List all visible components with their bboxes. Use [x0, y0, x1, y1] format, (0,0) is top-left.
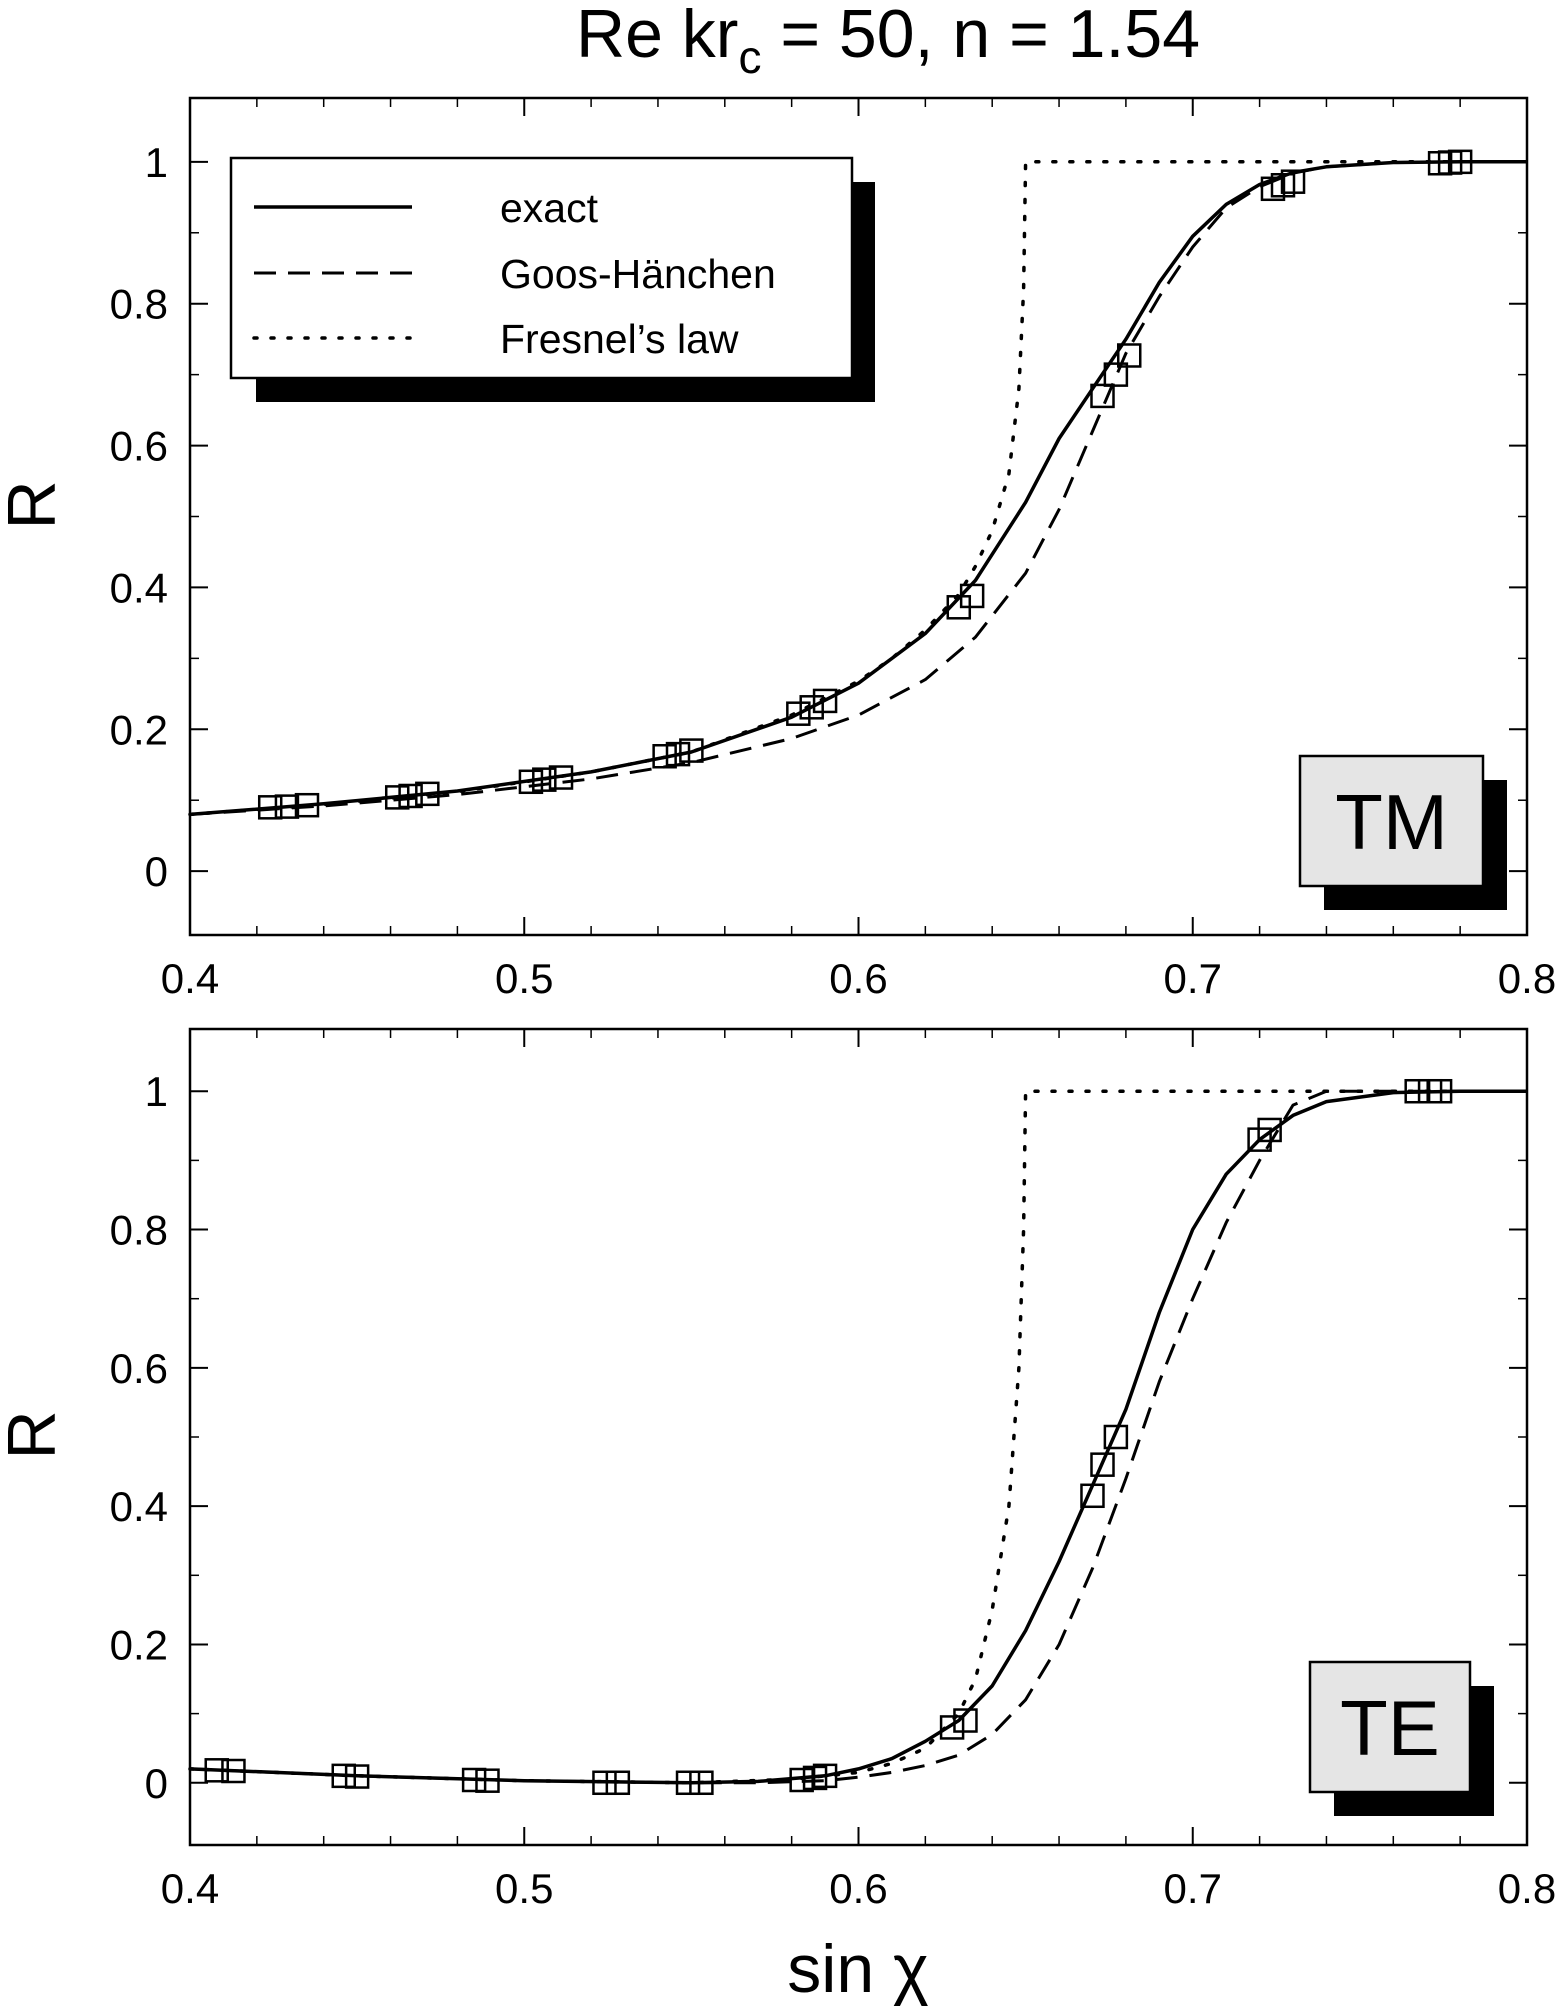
legend-label-goos-hanchen: Goos-Hänchen — [500, 251, 776, 297]
chart-title-main: Re kr — [576, 0, 738, 72]
te-data-marker-14 — [953, 1708, 978, 1733]
te-data-marker-9 — [689, 1770, 714, 1796]
tm-series-fresnel-s-law — [188, 160, 1529, 817]
chart-title-subscript: c — [738, 31, 761, 83]
legend-label-exact: exact — [500, 185, 599, 231]
tm-data-marker-9 — [652, 744, 677, 769]
tm-data-marker-12 — [786, 701, 811, 726]
tm-data-marker-13 — [799, 695, 824, 720]
tm-y-tick-label-4: 0.8 — [110, 281, 168, 328]
tm-data-marker-17 — [1090, 383, 1115, 409]
legend-label-fresnel: Fresnel’s law — [500, 316, 739, 362]
legend: exact Goos-Hänchen Fresnel’s law — [229, 156, 875, 402]
tm-data-marker-19 — [1116, 343, 1142, 368]
y-axis-label-tm: R — [0, 480, 70, 529]
tm-data-marker-14 — [812, 688, 838, 714]
y-axis-label-te: R — [0, 1410, 70, 1459]
tm-data-marker-25 — [1447, 149, 1473, 175]
te-data-marker-6 — [592, 1770, 617, 1796]
te-label-box — [1308, 1660, 1472, 1794]
te-panel-label: TE — [1340, 1684, 1440, 1772]
panel-te: 0.4 0.5 0.6 0.7 0.8 0 0.2 0.4 0.6 0.8 1 TE — [110, 1027, 1556, 1912]
te-y-tick-label-3: 0.6 — [110, 1345, 168, 1392]
te-data-marker-8 — [675, 1770, 701, 1796]
te-data-marker-16 — [1090, 1452, 1115, 1477]
tm-label-box — [1298, 754, 1485, 888]
chart-title-rest: = 50, n = 1.54 — [761, 0, 1200, 72]
tm-data-marker-1 — [274, 794, 300, 819]
te-data-marker-12 — [812, 1763, 838, 1789]
x-axis-label: sin χ — [787, 1931, 929, 2007]
tm-data-marker-2 — [294, 792, 320, 818]
tm-data-marker-16 — [959, 583, 985, 609]
te-x-tick-label-0: 0.4 — [161, 1865, 219, 1912]
chart-title: Re krc = 50, n = 1.54 — [576, 0, 1200, 83]
tm-data-marker-18 — [1103, 362, 1129, 387]
tm-data-marker-3 — [384, 785, 410, 810]
tm-data-marker-7 — [532, 767, 557, 792]
panel-tm: 0.4 0.5 0.6 0.7 0.8 0 0.2 0.4 0.6 0.8 1 TM — [110, 96, 1556, 1002]
tm-data-marker-8 — [548, 765, 574, 790]
te-data-marker-20 — [1404, 1078, 1429, 1104]
te-y-tick-label-1: 0.2 — [110, 1621, 168, 1668]
tm-data-marker-11 — [679, 738, 704, 763]
te-data-marker-7 — [605, 1770, 631, 1796]
tm-x-tick-label-3: 0.7 — [1164, 955, 1222, 1002]
tm-panel-label: TM — [1335, 778, 1448, 866]
te-data-marker-0 — [204, 1758, 229, 1783]
te-series-fresnel-s-law — [188, 1089, 1529, 1785]
tm-x-tick-label-0: 0.4 — [161, 955, 219, 1002]
te-data-marker-10 — [789, 1767, 814, 1793]
tm-y-tick-label-5: 1 — [145, 139, 168, 186]
te-y-tick-label-0: 0 — [145, 1760, 168, 1807]
te-data-marker-3 — [344, 1764, 370, 1789]
te-data-marker-2 — [331, 1763, 357, 1789]
tm-x-tick-label-1: 0.5 — [495, 955, 553, 1002]
te-data-marker-15 — [1080, 1483, 1105, 1509]
tm-data-marker-6 — [518, 769, 544, 795]
tm-data-marker-10 — [665, 741, 691, 767]
legend-box — [229, 156, 854, 380]
te-y-tick-label-4: 0.8 — [110, 1207, 168, 1254]
tm-data-marker-5 — [415, 781, 440, 807]
te-data-marker-1 — [221, 1758, 246, 1784]
tm-data-marker-4 — [398, 783, 423, 809]
te-y-tick-label-2: 0.4 — [110, 1483, 168, 1530]
te-data-marker-4 — [461, 1767, 487, 1793]
te-data-marker-5 — [475, 1768, 500, 1793]
te-x-tick-label-4: 0.8 — [1498, 1865, 1556, 1912]
tm-x-tick-label-2: 0.6 — [829, 955, 887, 1002]
te-data-marker-17 — [1103, 1424, 1129, 1450]
tm-x-tick-label-4: 0.8 — [1498, 955, 1556, 1002]
te-y-tick-label-5: 1 — [145, 1068, 168, 1115]
tm-y-tick-label-1: 0.2 — [110, 706, 168, 753]
te-x-tick-label-2: 0.6 — [829, 1865, 887, 1912]
tm-y-tick-label-3: 0.6 — [110, 423, 168, 470]
tm-series-goos-hanchen — [189, 160, 1527, 816]
tm-y-tick-label-0: 0 — [145, 848, 168, 895]
te-x-tick-label-1: 0.5 — [495, 1865, 553, 1912]
tm-y-tick-label-2: 0.4 — [110, 564, 168, 611]
te-data-marker-22 — [1427, 1078, 1453, 1104]
tm-data-marker-0 — [257, 795, 283, 820]
te-data-marker-19 — [1257, 1117, 1282, 1143]
tm-data-marker-22 — [1280, 169, 1306, 194]
te-data-marker-13 — [939, 1715, 965, 1740]
te-x-tick-label-3: 0.7 — [1164, 1865, 1222, 1912]
